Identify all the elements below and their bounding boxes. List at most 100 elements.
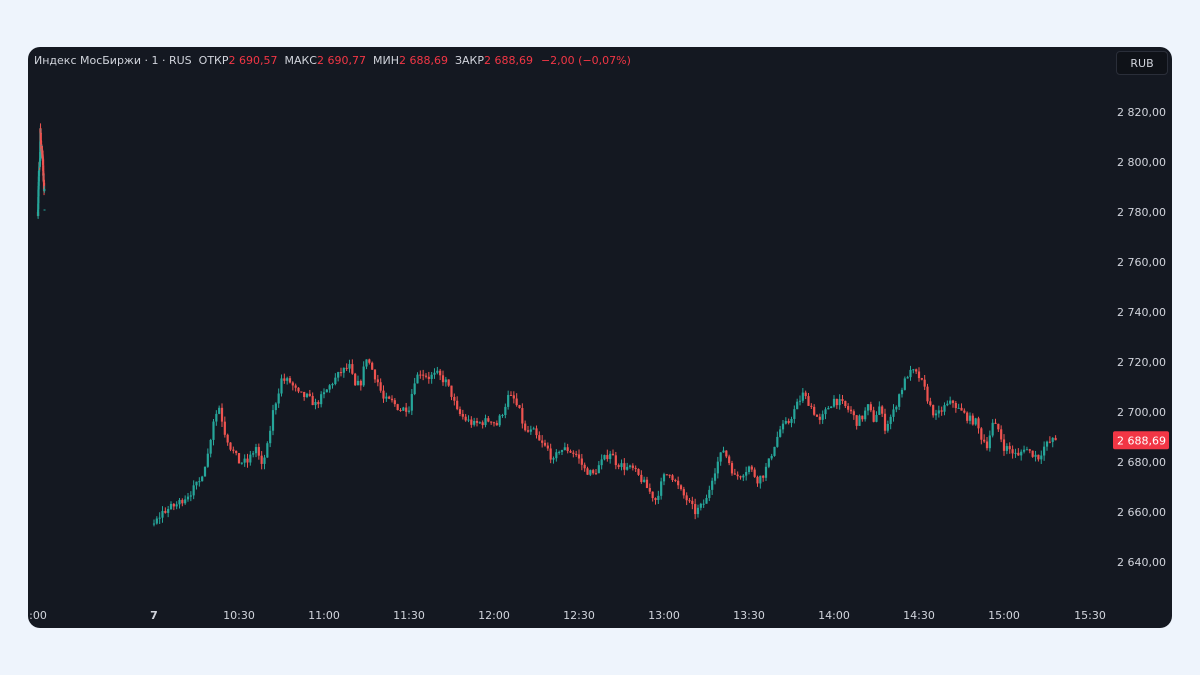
candle-body xyxy=(954,403,957,409)
candle-body xyxy=(1000,429,1003,440)
candle-body xyxy=(793,409,796,419)
candle-body xyxy=(688,500,691,502)
candle-body xyxy=(861,415,864,420)
candle-body xyxy=(813,406,816,415)
candle-body xyxy=(413,383,416,395)
candle-body xyxy=(164,510,167,513)
candle-body xyxy=(864,410,867,420)
ohlc-legend: Индекс МосБиржи · 1 · RUS ОТКР 2 690,57 М… xyxy=(34,54,631,67)
candle-body xyxy=(643,479,646,483)
candle-body xyxy=(439,370,442,376)
candle-body xyxy=(696,507,700,515)
candle-body xyxy=(821,414,824,420)
candle-body xyxy=(762,475,765,478)
candle-body xyxy=(447,379,450,386)
candle-body xyxy=(694,504,697,515)
candle-body xyxy=(402,407,405,411)
candle-body xyxy=(535,428,538,436)
candle-body xyxy=(671,475,674,481)
candle-body xyxy=(314,402,317,406)
candle-body xyxy=(365,359,368,367)
candle-body xyxy=(345,367,348,369)
candle-body xyxy=(790,418,793,423)
candle-body xyxy=(835,398,838,406)
candle-body xyxy=(303,391,306,397)
candle-body xyxy=(575,453,578,455)
candle-body xyxy=(1020,451,1023,456)
candle-body xyxy=(968,415,972,421)
candle-body xyxy=(308,393,311,396)
y-tick-label: 2 660,00 xyxy=(1117,506,1166,519)
candle-body xyxy=(611,453,615,456)
candle-body xyxy=(609,453,612,460)
candle-body xyxy=(538,435,541,441)
candle-body xyxy=(807,396,810,406)
candle-body xyxy=(858,415,861,426)
candle-body xyxy=(220,407,224,422)
candle-body xyxy=(645,479,649,489)
candle-body xyxy=(419,374,422,376)
candle-body xyxy=(407,410,411,412)
candle-body xyxy=(560,450,564,452)
candle-body xyxy=(305,393,309,397)
candle-body xyxy=(733,473,736,475)
candle-body xyxy=(359,380,362,386)
candle-body xyxy=(895,406,898,410)
candle-body xyxy=(300,391,303,393)
candle-body xyxy=(750,466,753,470)
candle-body xyxy=(745,472,748,476)
candle-body xyxy=(994,422,997,424)
candle-body xyxy=(189,495,192,497)
candle-body xyxy=(997,423,1000,430)
candle-body xyxy=(433,372,436,375)
candle-body xyxy=(368,359,371,363)
candle-body xyxy=(889,416,892,424)
candle-body xyxy=(280,378,283,394)
candle-body xyxy=(892,409,895,417)
candle-body xyxy=(283,378,286,381)
candle-body xyxy=(1005,446,1008,451)
x-tick-label: 12:30 xyxy=(563,609,595,622)
candle-body xyxy=(1017,452,1020,456)
candle-body xyxy=(855,415,858,426)
candle-body xyxy=(558,451,561,453)
chart-canvas[interactable]: 2 820,00 2 800,00 2 780,00 2 760,00 2 740,00… xyxy=(28,47,1172,628)
candle-body xyxy=(229,442,232,450)
candle-body xyxy=(175,504,178,507)
y-tick-label: 2 760,00 xyxy=(1117,256,1166,269)
currency-button[interactable]: RUB xyxy=(1116,51,1168,75)
open-value: 2 690,57 xyxy=(228,54,278,67)
candle-body xyxy=(628,465,632,467)
candle-body xyxy=(838,399,841,406)
candle-body xyxy=(1031,450,1034,457)
candle-body xyxy=(830,406,833,409)
candle-body xyxy=(478,422,481,424)
candle-body xyxy=(654,498,657,501)
candle-body xyxy=(784,420,787,424)
candle-body xyxy=(606,455,609,460)
candle-body xyxy=(957,407,960,409)
candle-body xyxy=(422,374,425,376)
candle-body xyxy=(866,404,870,411)
chart-panel[interactable]: 2 820,00 2 800,00 2 780,00 2 760,00 2 740,00… xyxy=(28,47,1172,628)
candle-body xyxy=(747,466,751,473)
candle-body xyxy=(354,373,357,386)
candle-body xyxy=(161,510,164,518)
low-label: МИН xyxy=(372,54,399,67)
candle-body xyxy=(677,480,680,486)
candle-body xyxy=(980,428,983,440)
candle-body xyxy=(518,405,521,409)
candle-body xyxy=(869,404,872,411)
candle-body xyxy=(490,421,493,423)
candle-body xyxy=(39,151,42,160)
candle-body xyxy=(572,452,575,454)
candle-body xyxy=(847,406,850,410)
candle-body xyxy=(1002,439,1006,451)
candle-body xyxy=(215,413,218,422)
candle-body xyxy=(441,375,445,383)
candle-body xyxy=(223,421,226,435)
candle-body xyxy=(501,415,504,417)
candle-body xyxy=(37,189,40,197)
candle-body xyxy=(753,469,756,477)
candle-body xyxy=(660,481,663,496)
